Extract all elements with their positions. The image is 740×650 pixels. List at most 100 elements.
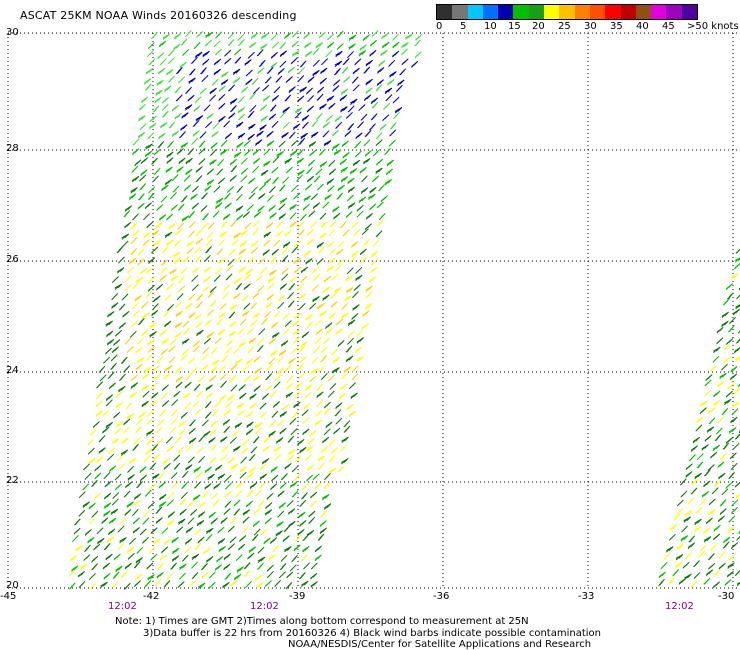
wind-barb	[355, 266, 363, 274]
wind-barb	[241, 294, 249, 302]
wind-barb	[223, 425, 231, 433]
wind-barb	[237, 33, 245, 41]
wind-barb	[151, 473, 160, 480]
wind-barb	[736, 536, 740, 541]
wind-barb	[147, 192, 155, 200]
wind-barb	[210, 420, 219, 427]
wind-barb	[250, 186, 258, 194]
wind-barb	[330, 301, 338, 308]
wind-barb	[278, 502, 286, 509]
wind-barb	[147, 42, 155, 50]
wind-barb	[332, 356, 341, 364]
wind-barb	[149, 322, 157, 329]
wind-barb	[340, 166, 349, 174]
wind-barb	[334, 264, 342, 272]
wind-barb	[341, 458, 349, 465]
wind-barb	[321, 493, 330, 501]
wind-barb	[369, 203, 377, 211]
wind-barb	[103, 572, 111, 580]
wind-barb	[707, 464, 715, 472]
wind-barb	[216, 318, 224, 326]
wind-barb	[298, 303, 306, 311]
wind-barb	[196, 31, 204, 38]
wind-barb	[731, 408, 739, 416]
wind-barb	[284, 364, 292, 372]
note-line: 3)Data buffer is 22 hrs from 20160326 4)…	[143, 628, 601, 639]
wind-barb	[378, 184, 385, 192]
wind-barb	[179, 563, 187, 570]
wind-barb	[299, 213, 307, 221]
wind-barb	[167, 519, 175, 527]
wind-barb	[171, 130, 180, 138]
wind-barb	[372, 149, 380, 157]
wind-barb	[324, 472, 331, 481]
wind-barb	[131, 165, 139, 173]
wind-barb	[176, 148, 184, 155]
wind-barb	[120, 356, 128, 364]
wind-barb	[297, 438, 305, 446]
wind-barb	[122, 427, 130, 435]
legend-swatch	[605, 5, 621, 19]
wind-barb	[223, 563, 231, 571]
wind-barb	[365, 285, 373, 292]
wind-barb	[144, 202, 152, 210]
wind-barb	[385, 94, 393, 102]
wind-barb	[278, 213, 287, 220]
wind-barb	[289, 212, 297, 220]
wind-barb	[224, 57, 232, 65]
wind-barb	[94, 464, 102, 472]
wind-barb	[733, 262, 740, 270]
wind-barb	[141, 301, 149, 309]
wind-barb	[243, 570, 251, 578]
wind-barb	[367, 193, 376, 201]
wind-barb	[243, 302, 251, 310]
wind-barb	[193, 383, 201, 391]
wind-barb	[103, 471, 111, 480]
wind-barb	[248, 546, 257, 553]
wind-barb	[132, 281, 140, 289]
wind-barb	[414, 51, 422, 59]
wind-barb	[118, 322, 126, 330]
wind-barb	[277, 302, 285, 310]
wind-barb	[340, 176, 349, 183]
wind-barb	[106, 536, 115, 543]
wind-barb	[253, 385, 261, 392]
wind-barb	[200, 67, 207, 75]
wind-barb	[360, 187, 369, 194]
wind-barb	[161, 384, 169, 392]
wind-barb	[285, 582, 293, 590]
wind-barb	[96, 527, 104, 535]
wind-barb	[236, 141, 244, 149]
wind-barb	[202, 58, 210, 66]
wind-barb	[314, 337, 322, 345]
wind-barb	[101, 517, 109, 525]
longitude-label: -42	[143, 591, 160, 602]
wind-barb	[182, 48, 190, 56]
wind-barb	[327, 185, 335, 193]
wind-barb	[159, 274, 167, 282]
wind-barb	[135, 557, 144, 564]
wind-barb	[719, 508, 727, 516]
wind-barb	[242, 509, 251, 516]
wind-barb	[341, 436, 349, 444]
wind-barb	[337, 184, 345, 192]
wind-barb	[175, 301, 183, 309]
wind-barb	[139, 174, 147, 182]
wind-barb	[261, 32, 269, 40]
wind-barb	[331, 129, 340, 137]
wind-barb	[203, 337, 211, 345]
wind-barb	[371, 101, 379, 109]
wind-barb	[102, 562, 110, 570]
wind-barb	[354, 141, 362, 149]
wind-barb	[181, 470, 189, 478]
wind-barb	[308, 141, 317, 148]
wind-barb	[279, 50, 288, 57]
wind-barb	[194, 246, 201, 254]
wind-barb	[135, 346, 143, 354]
wind-barb	[103, 356, 110, 364]
wind-barb	[173, 454, 181, 462]
wind-barb	[191, 553, 200, 561]
wind-barb	[124, 562, 132, 570]
wind-barb	[212, 210, 220, 218]
legend-label: >50 knots	[687, 21, 739, 32]
